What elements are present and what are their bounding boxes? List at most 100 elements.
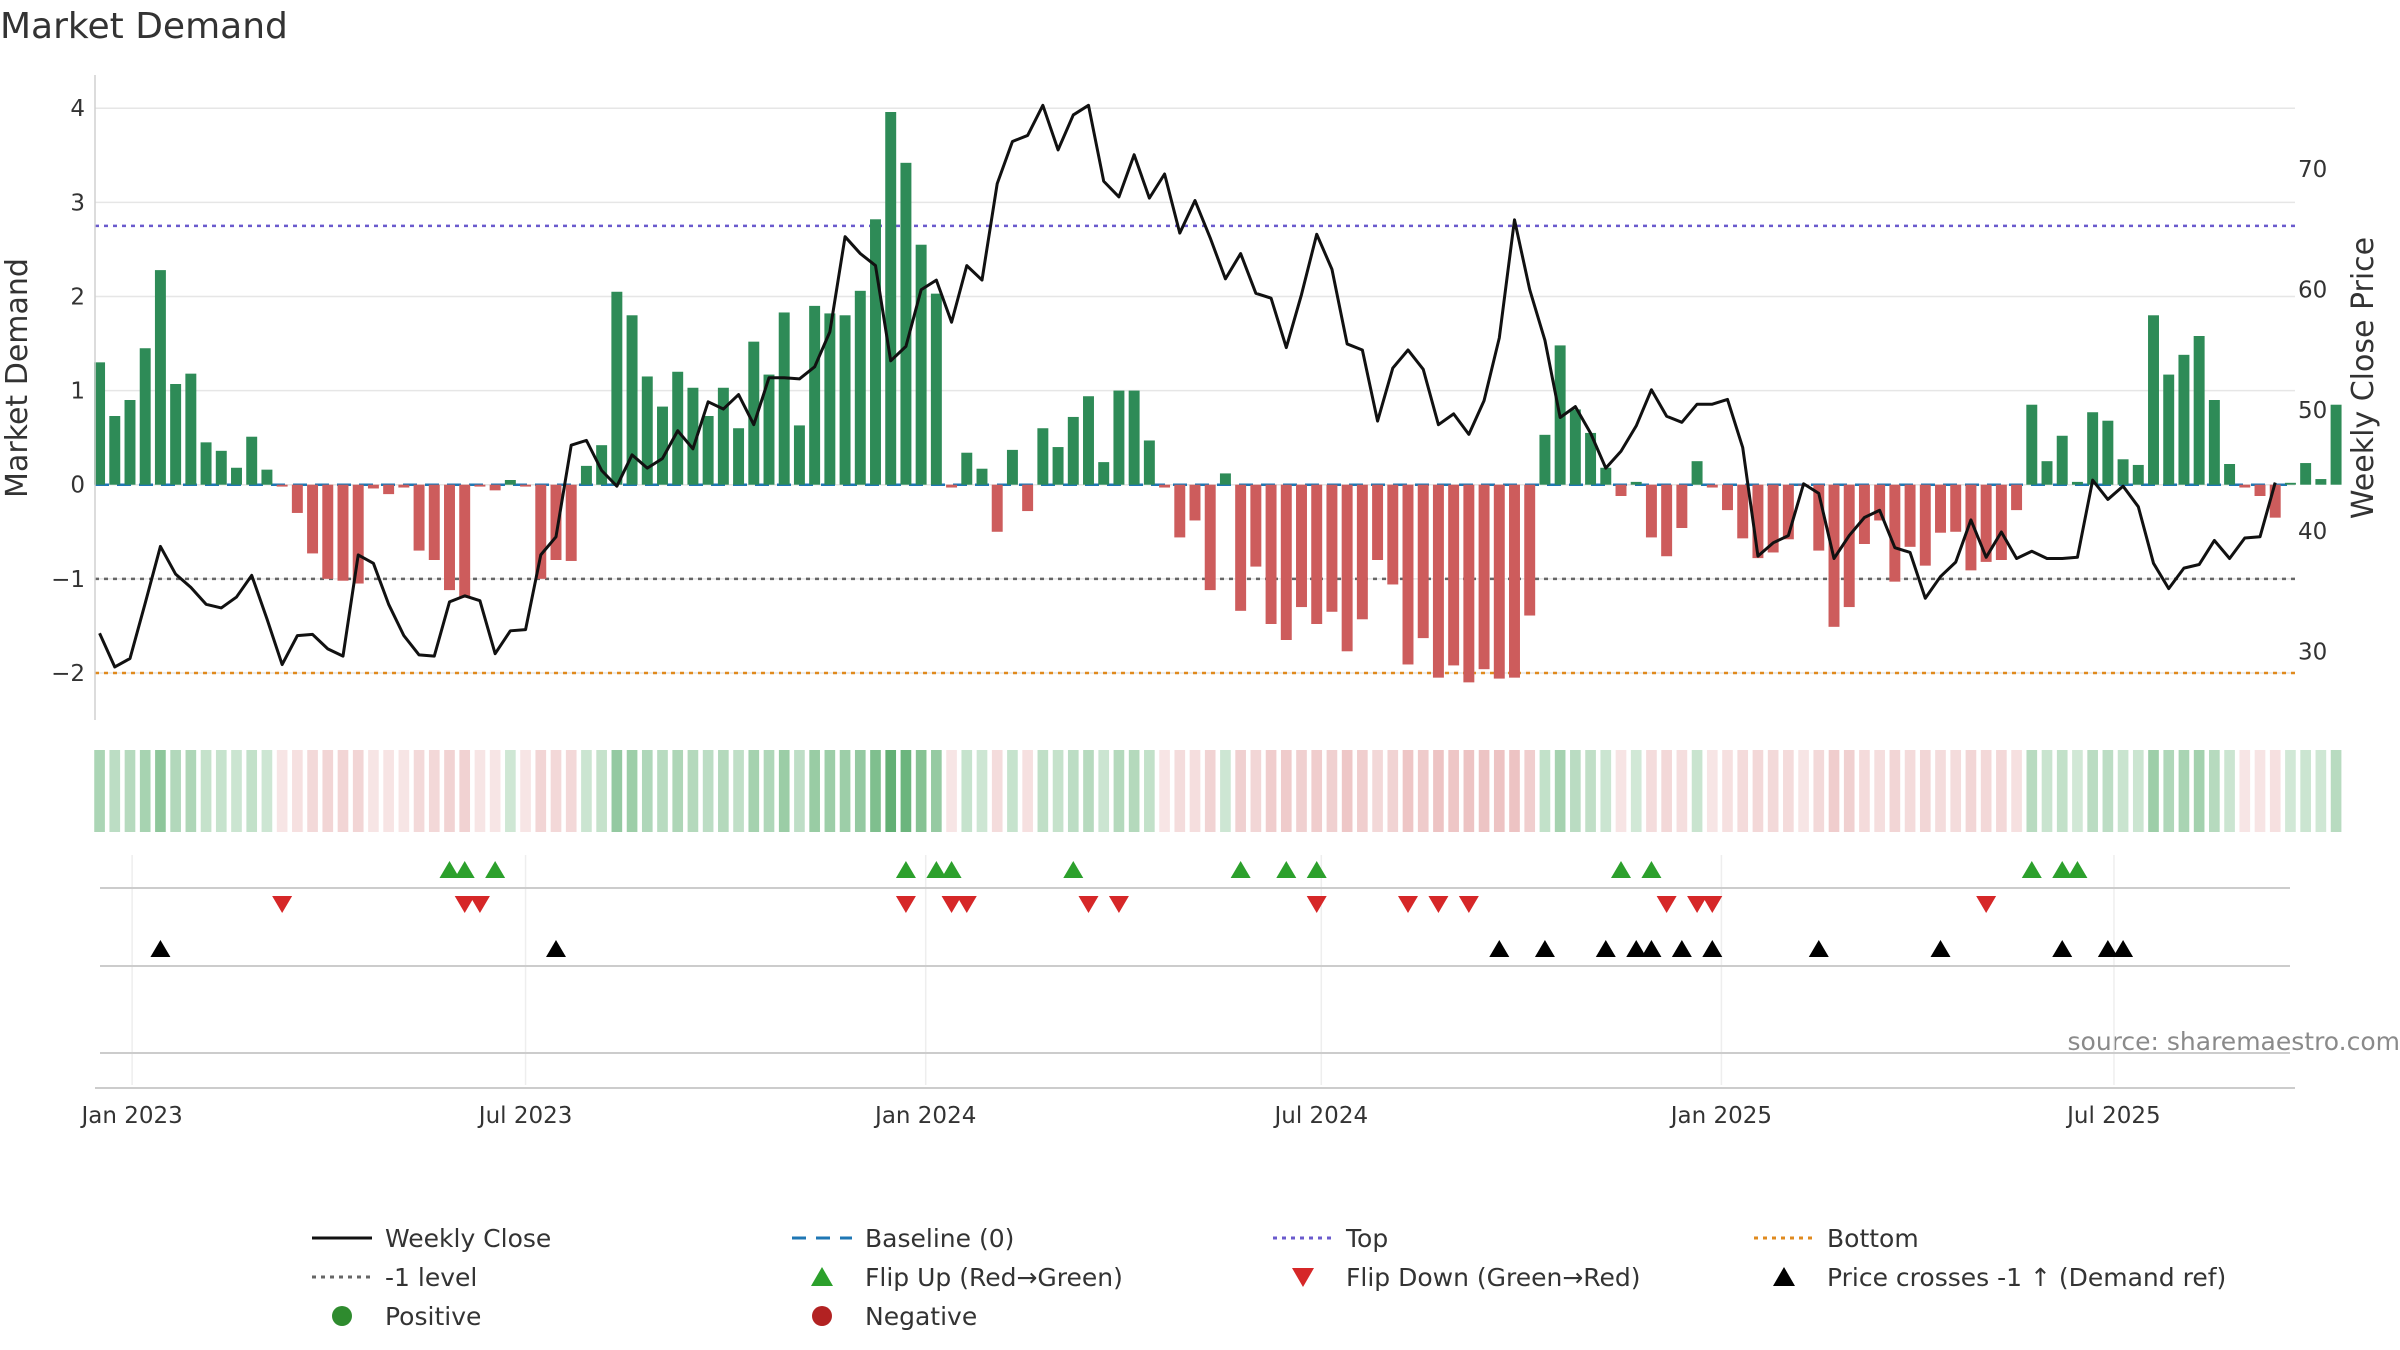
heat-cell	[1052, 750, 1064, 832]
demand-bar-positive	[717, 387, 729, 485]
heat-cell	[1159, 750, 1170, 832]
price-cross-marker	[150, 940, 171, 957]
heat-cell	[139, 750, 151, 832]
demand-bar-negative	[1417, 484, 1429, 639]
flip-up-marker	[1306, 861, 1327, 878]
demand-bar-negative	[367, 484, 379, 489]
heat-cell	[581, 750, 592, 832]
demand-bar-negative	[1159, 484, 1171, 488]
heat-cell	[200, 750, 212, 832]
heat-cell	[1691, 750, 1703, 832]
legend-label: Bottom	[1827, 1224, 1919, 1253]
demand-bar-positive	[580, 465, 592, 485]
heat-cell	[428, 750, 440, 832]
heat-cell	[1859, 750, 1870, 832]
flip-down-marker	[454, 896, 475, 913]
heat-cell	[839, 750, 851, 832]
heat-cell	[1189, 750, 1201, 832]
demand-bar-negative	[1189, 484, 1201, 521]
heat-cell	[1767, 750, 1779, 832]
heat-cell	[1600, 750, 1612, 832]
flip-up-marker	[1276, 861, 1297, 878]
heat-cell	[733, 750, 744, 832]
demand-bar-positive	[94, 362, 106, 485]
flip-down-marker	[272, 896, 293, 913]
demand-bar-negative	[1615, 484, 1627, 496]
heat-cell	[2193, 750, 2205, 832]
demand-bar-positive	[870, 219, 881, 485]
heat-cell	[915, 750, 927, 832]
heat-cell	[474, 750, 486, 832]
heat-cell	[124, 750, 136, 832]
demand-bar-positive	[246, 436, 258, 485]
demand-bar-positive	[702, 416, 714, 485]
demand-bar-positive	[915, 244, 927, 485]
heat-cell	[1372, 750, 1383, 832]
price-cross-marker	[1489, 940, 1510, 957]
heat-cell	[1646, 750, 1657, 832]
demand-bar-negative	[1022, 484, 1034, 512]
heat-cell	[1128, 750, 1140, 832]
heat-cell	[1067, 750, 1079, 832]
heat-cell	[1676, 750, 1688, 832]
demand-bar-positive	[1691, 461, 1703, 485]
heat-cell	[1022, 750, 1033, 832]
heat-cell	[611, 750, 623, 832]
demand-bar-positive	[1006, 449, 1018, 485]
heat-cell	[1433, 750, 1444, 832]
demand-bar-positive	[170, 384, 182, 485]
demand-bar-negative	[1995, 484, 2007, 560]
demand-bar-negative	[2011, 484, 2023, 511]
demand-bar-positive	[733, 428, 745, 485]
demand-bar-positive	[657, 406, 668, 485]
demand-bar-positive	[2041, 461, 2053, 485]
demand-bar-positive	[900, 162, 912, 485]
heat-cell	[2315, 750, 2327, 832]
heat-cell	[215, 750, 227, 832]
demand-bar-negative	[991, 484, 1003, 532]
flip-up-marker	[439, 861, 460, 878]
demand-bar-negative	[946, 484, 958, 488]
heat-cell	[307, 750, 318, 832]
x-tick-label: Jan 2024	[873, 1103, 976, 1129]
legend-label: Positive	[385, 1302, 481, 1331]
demand-bar-positive	[2087, 412, 2099, 485]
heat-cell	[2269, 750, 2281, 832]
axes: 4 3 2 1 0 −1 −2 70 60 50 40 30 Jan 2023 Jul 2023 Jan 2…	[51, 75, 2327, 1129]
y-right-tick-label: 40	[2298, 519, 2327, 545]
flip-down-marker	[1976, 896, 1997, 913]
heat-cell	[1539, 750, 1551, 832]
heat-cell	[2163, 750, 2175, 832]
legend-label: -1 level	[385, 1263, 477, 1292]
flip-down-marker	[956, 896, 977, 913]
flip-up-marker	[454, 861, 475, 878]
demand-bar-negative	[1235, 484, 1247, 611]
reference-lines	[95, 224, 2295, 675]
price-cross-marker	[1626, 940, 1647, 957]
demand-bar-negative	[337, 484, 349, 581]
x-tick-label: Jul 2024	[1272, 1103, 1368, 1129]
demand-bar-negative	[1311, 484, 1323, 624]
demand-bar-negative	[1874, 484, 1886, 521]
heat-cell	[109, 750, 121, 832]
heat-cell	[1828, 750, 1840, 832]
heat-cell	[748, 750, 760, 832]
demand-bar-negative	[1463, 484, 1475, 683]
demand-bar-positive	[596, 445, 608, 485]
heat-cell	[1280, 750, 1292, 832]
y-axis-right-title: Weekly Close Price	[2346, 237, 2381, 519]
demand-bar-positive	[748, 341, 760, 485]
demand-bar-negative	[1645, 484, 1657, 538]
heat-cell	[1996, 750, 2007, 832]
heat-cell	[2041, 750, 2053, 832]
heat-cell	[596, 750, 607, 832]
heat-cell	[961, 750, 973, 832]
heat-cell	[2148, 750, 2159, 832]
heat-cell	[2285, 750, 2296, 832]
flip-up-marker	[895, 861, 916, 878]
demand-bar-negative	[1950, 484, 1962, 532]
heat-cell	[94, 750, 105, 832]
heat-cell	[1417, 750, 1429, 832]
demand-bar-negative	[1387, 484, 1399, 585]
demand-bar-positive	[2071, 481, 2083, 485]
